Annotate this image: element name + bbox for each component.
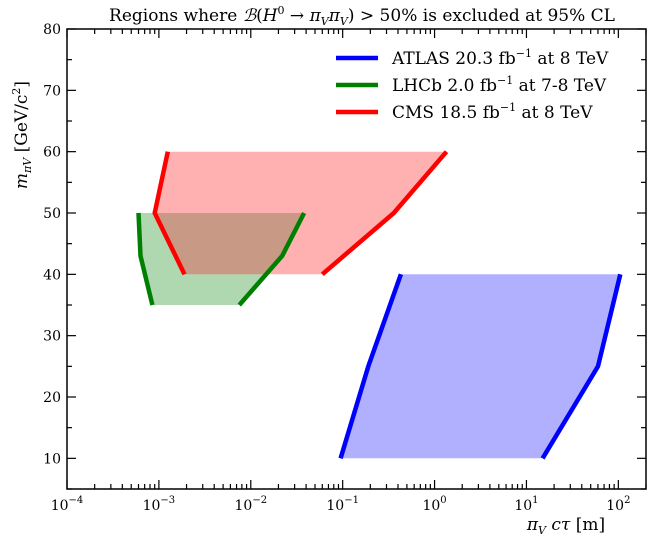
x-tick-label: 10−2 xyxy=(234,495,267,514)
x-tick-label: 102 xyxy=(606,495,630,514)
y-tick-label: 10 xyxy=(43,451,61,467)
x-tick-label: 100 xyxy=(422,495,446,514)
x-tick-label: 10−3 xyxy=(143,495,176,514)
plot-frame xyxy=(66,28,647,490)
atlas-legend-label: ATLAS 20.3 fb−1 at 8 TeV xyxy=(391,47,609,69)
x-tick-label: 10−4 xyxy=(51,495,84,514)
lhcb-right-edge xyxy=(237,211,307,307)
y-tick-label: 20 xyxy=(43,390,61,406)
lhcb-legend-label: LHCb 2.0 fb−1 at 7-8 TeV xyxy=(392,74,607,96)
x-tick-label: 10−1 xyxy=(326,495,359,514)
y-tick-label: 50 xyxy=(43,206,61,222)
x-tick-labels: 10−4 10−3 10−2 10−1 100 101 102 xyxy=(51,495,631,514)
x-tick-label: 101 xyxy=(514,495,538,514)
fill-regions xyxy=(138,151,621,459)
y-tick-label: 40 xyxy=(43,267,61,283)
y-tick-label: 70 xyxy=(43,83,61,99)
lhcb-left-edge xyxy=(136,212,155,306)
chart-title: Regions where ℬ(H0 → πVπV) > 50% is excl… xyxy=(109,4,615,28)
atlas-region xyxy=(340,274,621,459)
atlas-left-edge xyxy=(338,273,404,459)
y-tick-label: 80 xyxy=(43,22,61,38)
cms-legend-label: CMS 18.5 fb−1 at 8 TeV xyxy=(392,101,593,123)
atlas-right-edge xyxy=(540,273,623,460)
boundary-lines xyxy=(136,150,623,460)
y-axis-label: mπV [GeV/c2] xyxy=(10,81,34,189)
y-tick-labels: 10 20 30 40 50 60 70 80 xyxy=(43,22,61,467)
cms-right-edge xyxy=(320,150,449,277)
cms-left-edge xyxy=(152,151,187,276)
x-axis-label: πV cτ [m] xyxy=(526,515,605,537)
legend: ATLAS 20.3 fb−1 at 8 TeV LHCb 2.0 fb−1 at… xyxy=(336,47,609,123)
y-tick-label: 60 xyxy=(43,145,61,161)
overlap-region xyxy=(154,213,305,275)
axis-ticks xyxy=(66,28,647,490)
y-tick-label: 30 xyxy=(43,329,61,345)
